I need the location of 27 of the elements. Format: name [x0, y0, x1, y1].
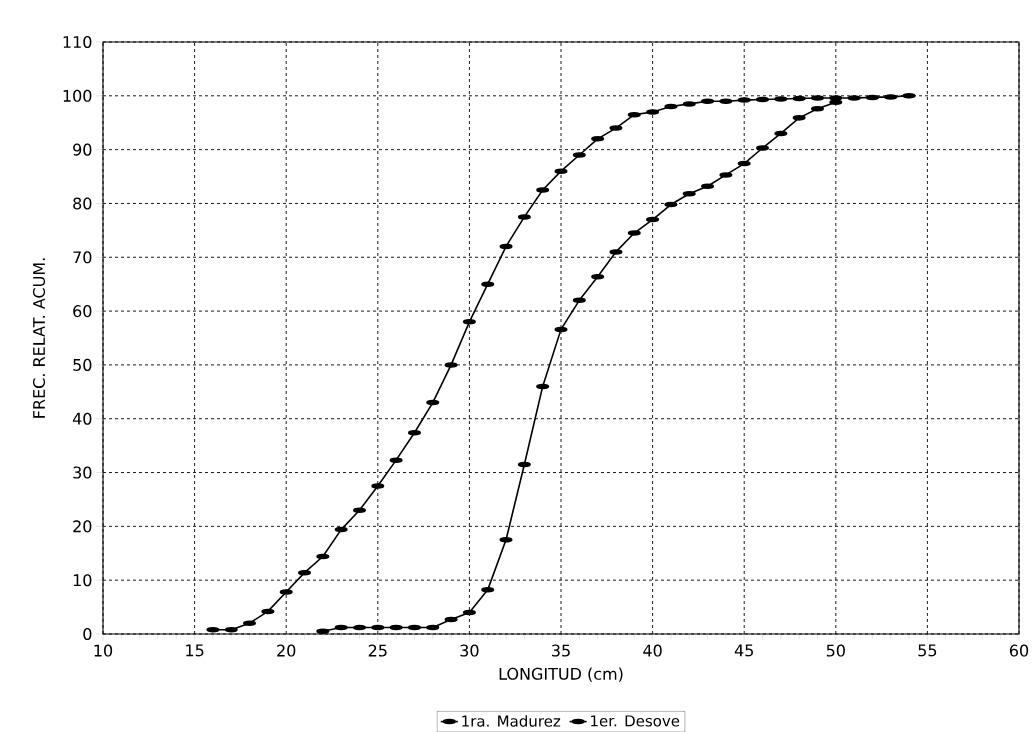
y-tick-label: 30	[73, 466, 92, 479]
x-tick-label: 45	[734, 644, 753, 657]
legend-label: 1er. Desove	[591, 715, 680, 727]
y-tick-label: 10	[73, 574, 92, 587]
y-tick-label: 60	[73, 304, 92, 317]
y-tick-label: 70	[73, 251, 92, 264]
y-axis-title: FREC. RELAT. ACUM.	[32, 258, 46, 418]
y-tick-label: 0	[83, 627, 92, 640]
y-tick-label: 90	[73, 143, 92, 156]
x-tick-label: 10	[94, 644, 113, 657]
legend-label: 1ra. Madurez	[462, 715, 561, 727]
x-tick-label: 55	[918, 644, 937, 657]
x-tick-label: 50	[826, 644, 845, 657]
y-tick-label: 80	[73, 197, 92, 210]
y-tick-label: 50	[73, 358, 92, 371]
x-tick-label: 60	[1009, 644, 1029, 657]
y-tick-label: 40	[72, 412, 92, 425]
y-tick-label: 20	[73, 520, 92, 533]
x-tick-label: 20	[277, 644, 296, 657]
x-tick-label: 40	[643, 644, 662, 657]
y-tick-label: 100	[63, 89, 92, 102]
x-tick-label: 15	[186, 644, 204, 657]
x-tick-label: 35	[552, 644, 570, 657]
x-axis-title: LONGITUD (cm)	[499, 667, 623, 682]
y-tick-label: 110	[63, 35, 92, 48]
x-tick-label: 30	[460, 644, 479, 657]
x-tick-label: 25	[368, 644, 387, 657]
